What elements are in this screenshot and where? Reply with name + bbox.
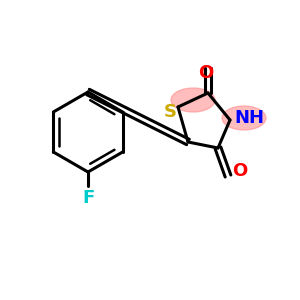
Text: NH: NH [234,109,264,127]
Text: F: F [82,189,94,207]
Text: S: S [164,103,176,121]
Ellipse shape [222,106,266,130]
Text: O: O [232,162,247,180]
Text: O: O [198,64,214,82]
Ellipse shape [171,88,215,112]
